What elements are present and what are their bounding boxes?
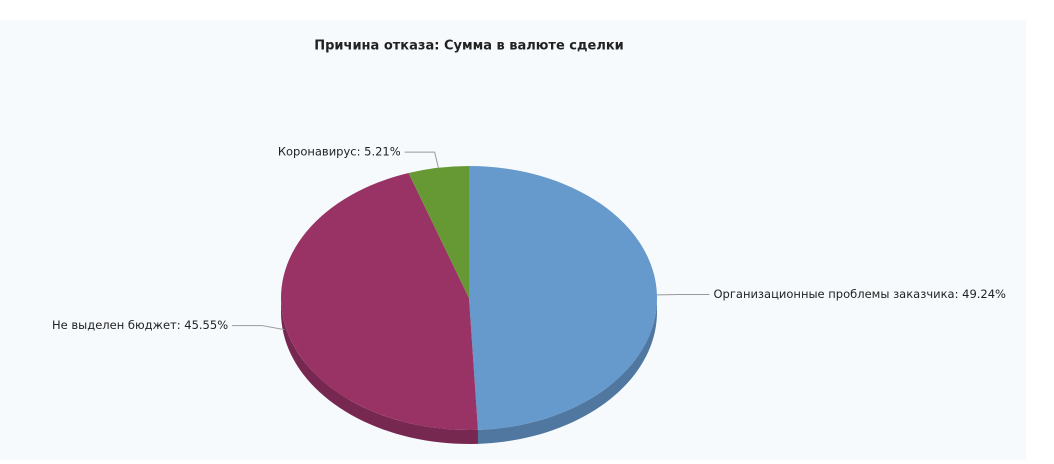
data-label: Организационные проблемы заказчика: 49.2… [714, 287, 1007, 301]
data-label: Не выделен бюджет: 45.55% [52, 318, 228, 332]
data-label: Коронавирус: 5.21% [278, 145, 401, 159]
chart-title: Причина отказа: Сумма в валюте сделки [314, 39, 624, 54]
